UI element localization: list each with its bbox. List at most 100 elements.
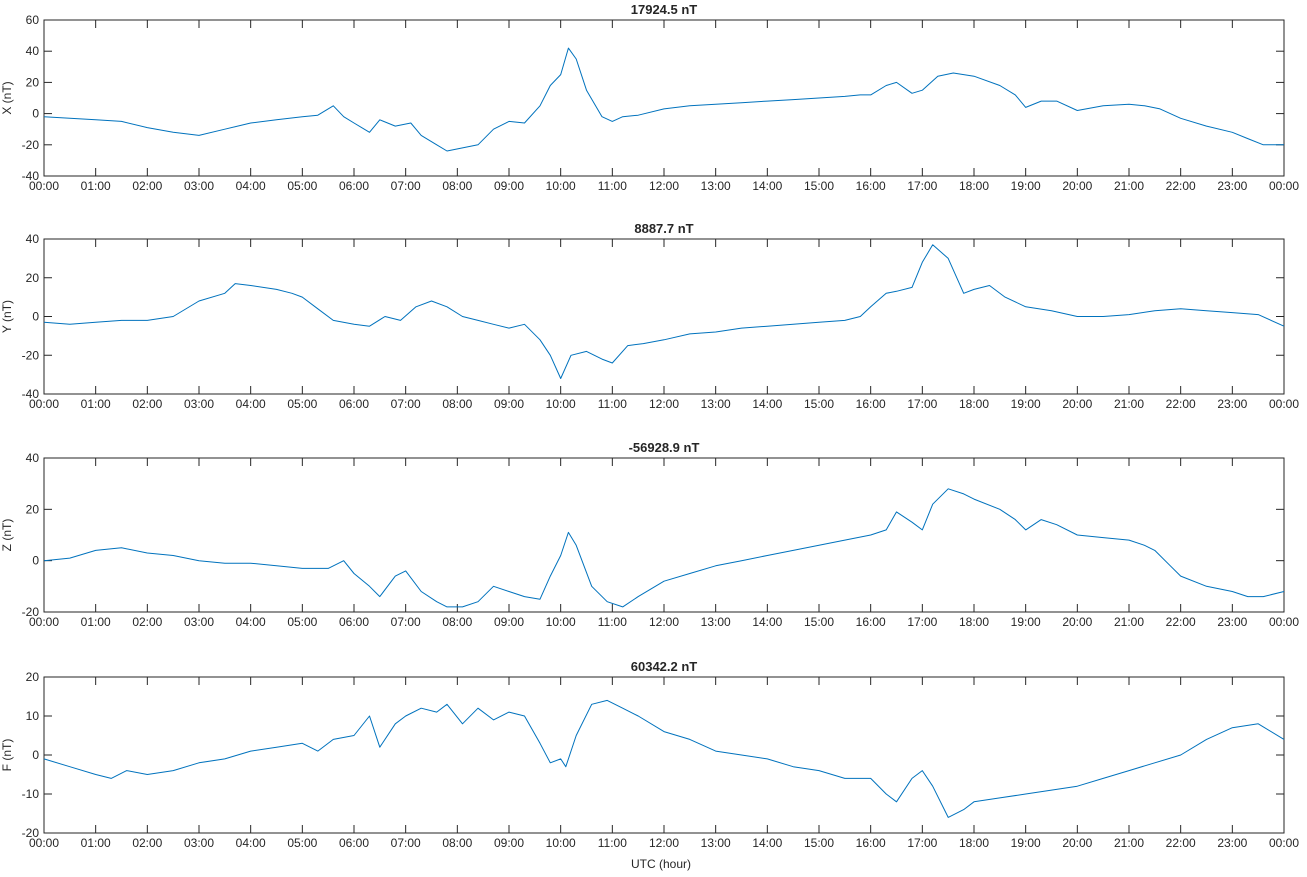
panel-y-xtick-label: 00:00 <box>1269 397 1299 411</box>
panel-x-xtick-label: 08:00 <box>442 179 472 193</box>
panel-f-xtick-label: 17:00 <box>907 836 937 850</box>
panel-f-xtick-label: 15:00 <box>804 836 834 850</box>
panel-f-title: 60342.2 nT <box>631 659 698 674</box>
panel-z-xtick-label: 08:00 <box>442 615 472 629</box>
panel-y-xtick-label: 05:00 <box>287 397 317 411</box>
panel-y-xtick-label: 00:00 <box>29 397 59 411</box>
panel-x-xtick-label: 11:00 <box>598 179 627 193</box>
panel-x-xtick-label: 19:00 <box>1011 179 1041 193</box>
panel-f-xtick-label: 01:00 <box>81 836 111 850</box>
panel-z-xtick-label: 01:00 <box>81 615 111 629</box>
panel-x-xtick-label: 09:00 <box>494 179 524 193</box>
panel-z-xtick-label: 16:00 <box>856 615 886 629</box>
panel-x-ytick-label: 20 <box>26 75 40 89</box>
panel-z-xtick-label: 19:00 <box>1011 615 1041 629</box>
panel-f-xtick-label: 11:00 <box>598 836 627 850</box>
panel-f-xtick-label: 16:00 <box>856 836 886 850</box>
panel-f: 60342.2 nT F (nT) 00:00 01:00 02:00 03:00 04:0… <box>0 659 1299 850</box>
panel-f-xtick-label: 13:00 <box>701 836 731 850</box>
panel-y-xtick-label: 03:00 <box>184 397 214 411</box>
panel-z-title: -56928.9 nT <box>629 440 700 455</box>
panel-x-xtick-label: 03:00 <box>184 179 214 193</box>
panel-y-xtick-label: 13:00 <box>701 397 731 411</box>
panel-x-xtick-label: 17:00 <box>907 179 937 193</box>
panel-x-xtick-label: 20:00 <box>1062 179 1092 193</box>
panel-f-xtick-label: 12:00 <box>649 836 679 850</box>
panel-f-ytick-label: 10 <box>26 709 40 723</box>
panel-f-xtick-label: 08:00 <box>442 836 472 850</box>
panel-x-xtick-label: 00:00 <box>29 179 59 193</box>
panel-f-xtick-label: 02:00 <box>132 836 162 850</box>
panel-z-xtick-label: 04:00 <box>236 615 266 629</box>
panel-x-title: 17924.5 nT <box>631 2 698 17</box>
panel-x-ylabel: X (nT) <box>0 81 14 114</box>
panel-z-xtick-label: 20:00 <box>1062 615 1092 629</box>
panel-z-xtick-label: 23:00 <box>1217 615 1247 629</box>
panel-x-xtick-label: 21:00 <box>1114 179 1144 193</box>
panel-y-xtick-label: 17:00 <box>907 397 937 411</box>
panel-z-xtick-label: 06:00 <box>339 615 369 629</box>
panel-z-ytick-label: 0 <box>32 554 39 568</box>
panel-f-xtick-label: 07:00 <box>391 836 421 850</box>
panel-z-xtick-label: 05:00 <box>287 615 317 629</box>
panel-z-xtick-label: 03:00 <box>184 615 214 629</box>
panel-f-xtick-label: 00:00 <box>1269 836 1299 850</box>
panel-y-xtick-label: 16:00 <box>856 397 886 411</box>
panel-x-xtick-label: 10:00 <box>546 179 576 193</box>
panel-x-xtick-label: 16:00 <box>856 179 886 193</box>
panel-y-series-line <box>43 244 1285 379</box>
panel-y: 8887.7 nT Y (nT) 00:00 01:00 02:00 03:00 04:00… <box>0 221 1299 411</box>
panel-y-xtick-label: 18:00 <box>959 397 989 411</box>
panel-f-xtick-label: 03:00 <box>184 836 214 850</box>
panel-y-ylabel: Y (nT) <box>0 300 14 333</box>
panel-y-ytick-label: 40 <box>26 232 40 246</box>
panel-f-xtick-label: 00:00 <box>29 836 59 850</box>
panel-x-xtick-label: 13:00 <box>701 179 731 193</box>
panel-y-title: 8887.7 nT <box>634 221 693 236</box>
panel-f-xtick-label: 04:00 <box>236 836 266 850</box>
panel-z-xtick-label: 18:00 <box>959 615 989 629</box>
panel-x-xtick-label: 05:00 <box>287 179 317 193</box>
panel-x-xtick-label: 04:00 <box>236 179 266 193</box>
panel-x-xtick-label: 23:00 <box>1217 179 1247 193</box>
panel-f-xtick-label: 14:00 <box>752 836 782 850</box>
panel-z-xtick-label: 12:00 <box>649 615 679 629</box>
panel-x-ytick-label: -40 <box>22 169 40 183</box>
panel-z-xtick-label: 21:00 <box>1114 615 1144 629</box>
panel-y-ytick-label: -20 <box>22 348 40 362</box>
panel-x-ytick-label: 60 <box>26 13 40 27</box>
panel-f-ytick-label: 0 <box>32 748 39 762</box>
panel-f-xtick-label: 06:00 <box>339 836 369 850</box>
panel-f-xtick-label: 23:00 <box>1217 836 1247 850</box>
panel-z-ytick-label: -20 <box>22 605 40 619</box>
panel-y-xtick-label: 08:00 <box>442 397 472 411</box>
panel-y-xtick-label: 20:00 <box>1062 397 1092 411</box>
panel-y-xtick-label: 02:00 <box>132 397 162 411</box>
panel-y-ytick-label: -40 <box>22 387 40 401</box>
panel-y-xtick-label: 06:00 <box>339 397 369 411</box>
panel-f-ytick-label: -10 <box>22 787 40 801</box>
panel-f-xtick-label: 10:00 <box>546 836 576 850</box>
panel-x-xtick-label: 14:00 <box>752 179 782 193</box>
panel-y-xtick-label: 07:00 <box>391 397 421 411</box>
panel-z-ylabel: Z (nT) <box>0 519 14 552</box>
panel-z-xtick-label: 17:00 <box>907 615 937 629</box>
x-axis-label: UTC (hour) <box>631 857 691 871</box>
panel-x-xtick-label: 01:00 <box>81 179 111 193</box>
panel-z: -56928.9 nT Z (nT) 00:00 01:00 02:00 03:00 04:… <box>0 440 1299 629</box>
panel-y-ytick-label: 0 <box>32 310 39 324</box>
panel-z-xtick-label: 00:00 <box>29 615 59 629</box>
panel-y-xtick-label: 10:00 <box>546 397 576 411</box>
panel-f-xtick-label: 09:00 <box>494 836 524 850</box>
panel-f-xtick-label: 22:00 <box>1166 836 1196 850</box>
panel-x-xtick-label: 15:00 <box>804 179 834 193</box>
panel-z-xtick-label: 10:00 <box>546 615 576 629</box>
panel-x: 17924.5 nT X (nT) 00:00 01:00 02:00 03:00 04:0… <box>0 2 1299 193</box>
panel-z-xtick-label: 22:00 <box>1166 615 1196 629</box>
panel-x-series-line <box>43 47 1284 152</box>
panel-y-xtick-label: 11:00 <box>598 397 627 411</box>
panel-x-xtick-label: 07:00 <box>391 179 421 193</box>
panel-z-xtick-label: 11:00 <box>598 615 627 629</box>
